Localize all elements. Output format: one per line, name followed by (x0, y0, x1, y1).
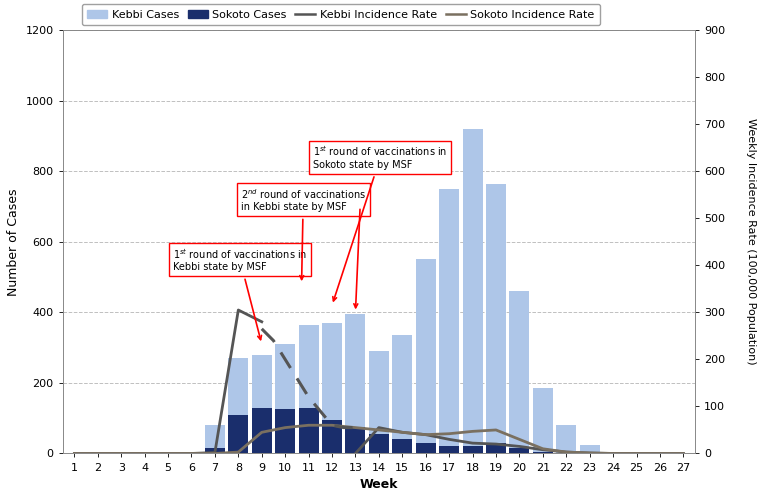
Bar (462, 129, 482, 454)
Bar (205, 448, 225, 454)
Bar (486, 443, 506, 454)
Legend: Kebbi Cases, Sokoto Cases, Kebbi Incidence Rate, Sokoto Incidence Rate: Kebbi Cases, Sokoto Cases, Kebbi Inciden… (82, 4, 600, 25)
Text: 1$^{st}$ round of vaccinations in
Sokoto state by MSF: 1$^{st}$ round of vaccinations in Sokoto… (314, 144, 448, 301)
Bar (298, 325, 318, 454)
Text: 2$^{nd}$ round of vaccinations
in Kebbi state by MSF: 2$^{nd}$ round of vaccinations in Kebbi … (240, 187, 365, 279)
Bar (252, 407, 272, 454)
Bar (462, 446, 482, 454)
Bar (275, 409, 295, 454)
Bar (322, 323, 342, 454)
Bar (416, 443, 436, 454)
Text: 1$^{st}$ round of vaccinations in
Kebbi state by MSF: 1$^{st}$ round of vaccinations in Kebbi … (172, 247, 307, 340)
Bar (486, 184, 506, 454)
Y-axis label: Weekly Incidence Rate (100,000 Population): Weekly Incidence Rate (100,000 Populatio… (746, 119, 756, 365)
Bar (228, 358, 248, 454)
Bar (510, 291, 530, 454)
Bar (439, 189, 459, 454)
Bar (533, 388, 552, 454)
Bar (346, 314, 365, 454)
Bar (369, 434, 389, 454)
Bar (392, 335, 412, 454)
Bar (298, 407, 318, 454)
Bar (510, 448, 530, 454)
Bar (228, 415, 248, 454)
Bar (322, 420, 342, 454)
Bar (182, 452, 201, 454)
Bar (346, 427, 365, 454)
Bar (533, 452, 552, 454)
Bar (439, 446, 459, 454)
Bar (392, 439, 412, 454)
Bar (369, 351, 389, 454)
Bar (275, 344, 295, 454)
Bar (205, 425, 225, 454)
Y-axis label: Number of Cases: Number of Cases (7, 188, 20, 295)
Bar (556, 425, 576, 454)
Bar (416, 259, 436, 454)
Bar (580, 445, 600, 454)
X-axis label: Week: Week (359, 478, 398, 491)
Bar (252, 355, 272, 454)
